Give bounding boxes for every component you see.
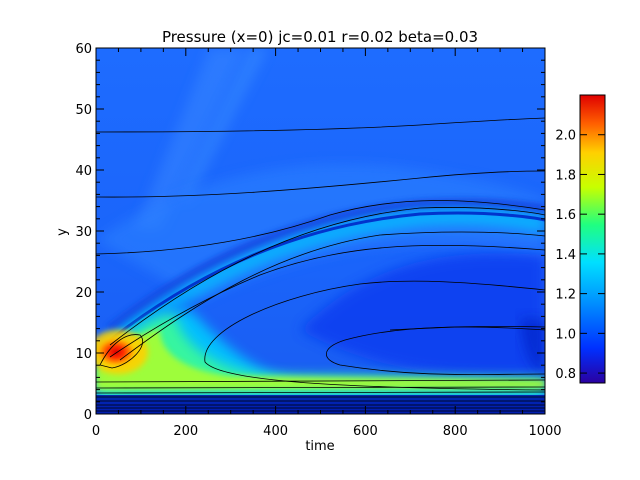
- x-tick-label: 400: [263, 424, 288, 439]
- x-tick-label: 600: [353, 424, 378, 439]
- y-tick-label: 0: [84, 408, 92, 423]
- colorbar-tick-label: 2.0: [555, 129, 576, 144]
- y-tick-label: 60: [75, 42, 92, 57]
- colorbar-tick-label: 0.8: [555, 367, 576, 382]
- y-tick-label: 30: [75, 225, 92, 240]
- x-tick-label: 0: [92, 424, 100, 439]
- colorbar-tick-label: 1.8: [555, 168, 576, 183]
- colorbar-tick-label: 1.2: [555, 288, 576, 303]
- x-axis: 0 200 400 600 800 1000: [92, 48, 562, 439]
- x-tick-label: 800: [443, 424, 468, 439]
- colorbar-tick-label: 1.6: [555, 208, 576, 223]
- contour-lines: [96, 117, 545, 412]
- y-tick-label: 10: [75, 347, 92, 362]
- colorbar-ticks: 0.8 1.0 1.2 1.4 1.6 1.8 2.0: [555, 129, 605, 382]
- x-tick-label: 1000: [528, 424, 561, 439]
- x-tick-label: 200: [173, 424, 198, 439]
- heatmap-field: [96, 48, 545, 414]
- y-tick-label: 20: [75, 286, 92, 301]
- y-axis-label: y: [55, 228, 70, 236]
- y-tick-label: 40: [75, 164, 92, 179]
- chart-title: Pressure (x=0) jc=0.01 r=0.02 beta=0.03: [162, 28, 478, 46]
- x-axis-label: time: [305, 439, 334, 454]
- colorbar-tick-label: 1.0: [555, 327, 576, 342]
- colorbar-tick-label: 1.4: [555, 248, 576, 263]
- colorbar: [579, 94, 606, 384]
- y-tick-label: 50: [75, 103, 92, 118]
- y-axis: 0 10 20 30 40 50 60: [75, 42, 545, 423]
